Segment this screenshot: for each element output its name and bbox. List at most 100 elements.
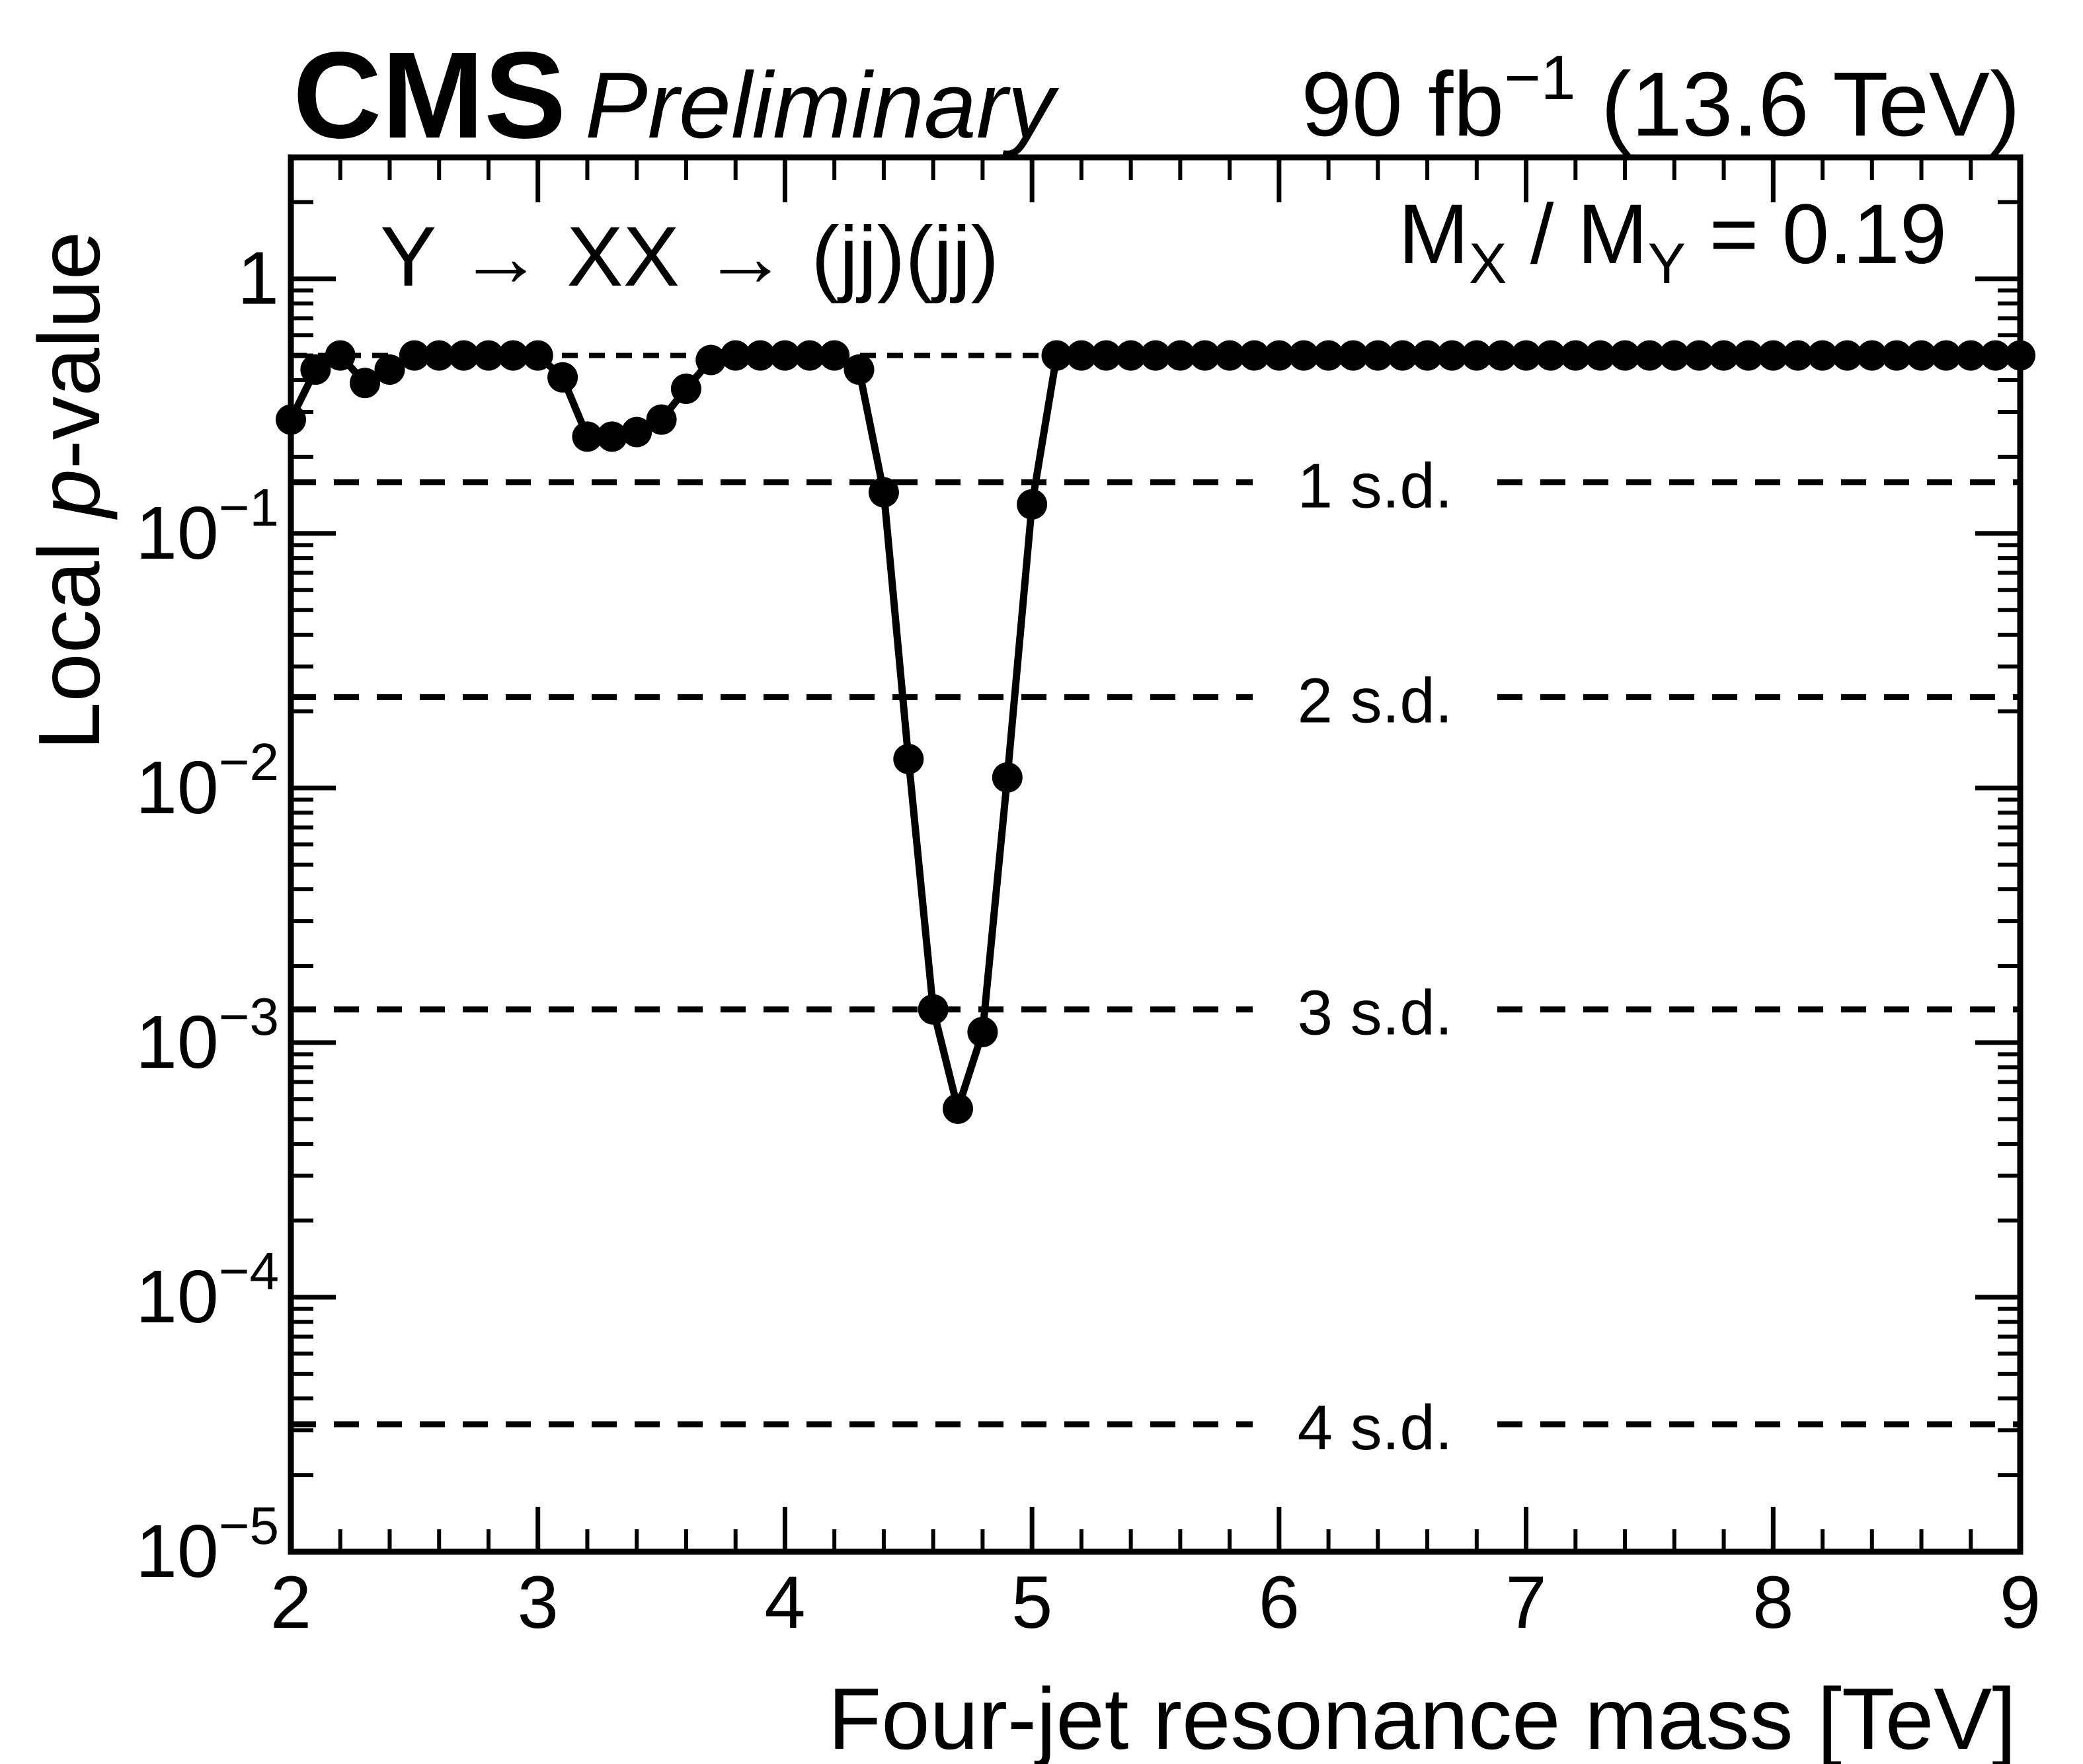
- data-point: [1338, 340, 1368, 371]
- data-point: [844, 354, 875, 385]
- data-point: [1066, 340, 1097, 371]
- y-tick-label: 10−5: [136, 1496, 279, 1593]
- y-tick-label: 10−4: [136, 1242, 279, 1338]
- x-tick-labels: 2 3 4 5 6 7 8 9: [270, 1561, 2041, 1644]
- data-point: [1189, 340, 1220, 371]
- data-point: [1955, 340, 1986, 371]
- data-point: [943, 1093, 973, 1124]
- x-tick-label: 5: [1011, 1561, 1052, 1644]
- data-point: [1362, 340, 1394, 371]
- data-point: [670, 374, 701, 404]
- data-point: [1165, 340, 1196, 371]
- data-point: [1832, 340, 1863, 371]
- data-point: [819, 340, 850, 371]
- data-point: [350, 368, 381, 399]
- data-point: [1733, 340, 1764, 371]
- data-point: [967, 1016, 998, 1047]
- data-point: [473, 340, 504, 371]
- data-point: [1684, 340, 1715, 371]
- data-point: [1115, 340, 1146, 371]
- sd-line-3: 3 s.d.: [291, 978, 2020, 1049]
- data-point: [1930, 340, 1961, 371]
- data-point: [1535, 340, 1566, 371]
- sd-line-1: 1 s.d.: [291, 451, 2020, 522]
- y-tick-label: 10−1: [136, 478, 279, 575]
- data-point: [498, 340, 529, 371]
- x-tick-label: 9: [2000, 1561, 2041, 1644]
- x-axis-title: Four-jet resonance mass [TeV]: [828, 1670, 2016, 1764]
- plot-frame: [288, 154, 2024, 1555]
- data-point: [547, 362, 578, 393]
- data-point: [1486, 340, 1517, 371]
- data-point: [1634, 340, 1665, 371]
- data-point: [1140, 340, 1171, 371]
- pvalue-curve: [288, 350, 2020, 1122]
- data-point: [300, 354, 331, 385]
- data-point: [399, 340, 430, 371]
- x-tick-label: 3: [518, 1561, 559, 1644]
- mass-ratio-label: MX / MY = 0.19: [1398, 187, 1947, 296]
- y-tick-labels: 1 10−1 10−2 10−3 10−4 10−5: [136, 237, 279, 1593]
- data-point: [572, 421, 603, 452]
- data-point: [1041, 340, 1072, 371]
- x-tick-label: 6: [1259, 1561, 1300, 1644]
- data-point: [1906, 340, 1937, 371]
- data-point: [424, 340, 455, 371]
- data-point: [1412, 340, 1443, 371]
- axis-titles: Four-jet resonance mass [TeV] Local p-val…: [20, 231, 2016, 1764]
- data-point: [1708, 340, 1739, 371]
- data-point: [1807, 340, 1838, 371]
- data-point: [596, 421, 627, 452]
- data-point: [1560, 340, 1591, 371]
- axis-ticks: [288, 155, 2023, 1554]
- data-point: [1782, 340, 1813, 371]
- data-point: [868, 477, 899, 508]
- data-point: [1091, 340, 1122, 371]
- data-point: [1758, 340, 1789, 371]
- header-texts: CMS Preliminary 90 fb−1 (13.6 TeV): [293, 27, 2020, 164]
- data-point: [325, 340, 356, 371]
- sd-line-label-4: 4 s.d.: [1298, 1392, 1453, 1463]
- data-point: [1017, 489, 1048, 520]
- data-point: [1856, 340, 1887, 371]
- y-tick-label: 10−3: [136, 987, 279, 1084]
- data-point: [769, 340, 801, 371]
- data-point: [1214, 340, 1245, 371]
- data-point: [522, 340, 553, 371]
- data-point: [1461, 340, 1492, 371]
- data-point: [918, 994, 949, 1025]
- sd-line-label-2: 2 s.d.: [1298, 665, 1453, 736]
- data-point: [1288, 340, 1319, 371]
- data-point: [646, 404, 677, 435]
- data-point: [1239, 340, 1270, 371]
- data-point: [1511, 340, 1542, 371]
- data-point: [1659, 340, 1690, 371]
- data-point: [1436, 340, 1468, 371]
- data-point: [621, 417, 652, 448]
- data-point: [1585, 340, 1616, 371]
- data-point: [2005, 340, 2035, 371]
- y-axis-title: Local p-value: [20, 231, 118, 750]
- y-tick-label: 1: [237, 237, 279, 320]
- sd-line-label-1: 1 s.d.: [1298, 451, 1453, 522]
- data-point: [720, 340, 751, 371]
- data-point: [745, 340, 776, 371]
- data-point: [992, 762, 1023, 793]
- pvalue-markers: [276, 340, 2035, 1124]
- data-point: [893, 744, 924, 774]
- data-point: [374, 354, 405, 385]
- experiment-label: CMS: [293, 27, 566, 164]
- data-point: [695, 344, 727, 376]
- data-point: [1881, 340, 1912, 371]
- lumi-label: 90 fb−1 (13.6 TeV): [1301, 43, 2020, 155]
- data-point: [448, 340, 479, 371]
- in-plot-annotations: Y → XX → (jj)(jj) MX / MY = 0.19: [380, 187, 1947, 304]
- data-point: [1263, 340, 1294, 371]
- sd-line-4: 4 s.d.: [291, 1392, 2020, 1463]
- y-tick-label: 10−2: [136, 733, 279, 829]
- data-point: [276, 404, 306, 435]
- status-label: Preliminary: [585, 53, 1060, 158]
- sd-line-2: 2 s.d.: [291, 665, 2020, 736]
